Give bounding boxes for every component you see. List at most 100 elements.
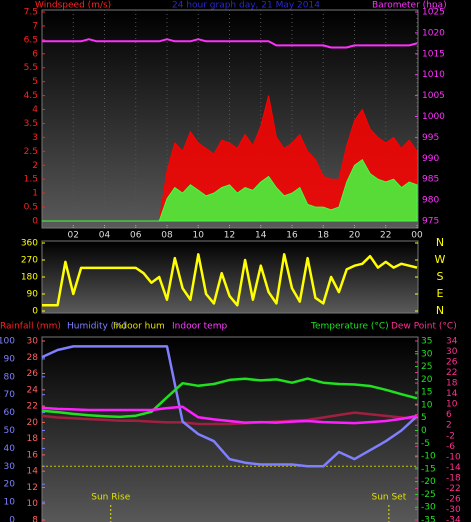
y-tick-label: 60 [4, 408, 16, 418]
x-tick-label: 06 [130, 231, 142, 241]
y4-tick-label: -6 [446, 442, 455, 452]
y2-tick-label: 35 [421, 337, 432, 347]
y3-tick-label: 22 [27, 402, 38, 412]
y4-tick-label: 2 [446, 421, 452, 431]
y3-tick-label: 8 [32, 516, 38, 522]
y-tick-label: 1 [32, 189, 38, 199]
y3-tick-label: 10 [27, 499, 39, 509]
y4-tick-label: 26 [446, 358, 458, 368]
y4-tick-label: -30 [446, 505, 461, 515]
y2-tick-label: 995 [422, 133, 439, 143]
y-tick-label: 20 [4, 480, 16, 490]
y2-tick-label: -10 [421, 452, 436, 462]
y2-tick-label: 25 [421, 362, 432, 372]
y-tick-label: 50 [4, 426, 16, 436]
series-line [41, 377, 418, 419]
series-line [42, 253, 418, 307]
axis-legend: Indoor temp [172, 322, 227, 332]
series-line [41, 405, 418, 425]
y2-tick-label: -15 [421, 464, 436, 474]
y-tick-label: 30 [4, 462, 16, 472]
axis-legend: Rainfall (mm) [0, 322, 61, 332]
y-axis-label: Windspeed (m/s) [35, 1, 111, 11]
y-tick-label: 80 [4, 372, 16, 382]
y3-tick-label: 14 [27, 467, 39, 477]
y-tick-label: 3.5 [24, 119, 38, 129]
y2-tick-label: 985 [422, 175, 439, 185]
annotation-label: Sun Set [371, 493, 406, 503]
y2-tick-label: 1010 [422, 70, 445, 80]
y4-tick-label: -18 [446, 473, 461, 483]
axis-legend: Indoor hum [113, 322, 165, 332]
y2-tick-label: 1020 [422, 28, 445, 38]
y3-tick-label: 26 [27, 369, 39, 379]
y-tick-label: 7 [32, 21, 38, 31]
y2-tick-label: W [435, 253, 446, 266]
y-tick-label: 270 [21, 256, 38, 266]
y2-tick-label: 15 [421, 388, 432, 398]
y4-tick-label: -34 [446, 516, 461, 522]
x-tick-label: 04 [99, 231, 111, 241]
y2-tick-label: 10 [421, 400, 433, 410]
y2-tick-label: -25 [421, 490, 436, 500]
y2-tick-label: 30 [421, 349, 433, 359]
x-tick-label: 02 [68, 231, 79, 241]
series-area [42, 158, 418, 222]
y-tick-label: 2 [32, 161, 38, 171]
axis-legend: Temperature (°C) [310, 322, 389, 332]
y2-tick-label: 5 [421, 413, 427, 423]
y3-tick-label: 12 [27, 483, 38, 493]
y-tick-label: 40 [4, 444, 16, 454]
axis-legend: Dew Point (°C) [391, 322, 457, 332]
y4-tick-label: 14 [446, 389, 458, 399]
y2-tick-label: N [436, 236, 444, 249]
x-tick-label: 22 [380, 231, 391, 241]
y-tick-label: 10 [4, 498, 16, 508]
y2-tick-label: 20 [421, 375, 433, 385]
y4-tick-label: -22 [446, 484, 461, 494]
y2-tick-label: 980 [422, 196, 439, 206]
y3-tick-label: 24 [27, 385, 39, 395]
annotation-label: Sun Rise [91, 493, 130, 503]
y-tick-label: 0.5 [24, 203, 38, 213]
y2-tick-label: N [436, 304, 444, 317]
x-tick-label: 20 [349, 231, 361, 241]
y2-tick-label: 975 [422, 217, 439, 227]
y4-tick-label: -26 [446, 494, 461, 504]
y-tick-label: 90 [4, 354, 16, 364]
y-tick-label: 90 [27, 290, 39, 300]
x-tick-label: 08 [161, 231, 173, 241]
y3-tick-label: 20 [27, 418, 39, 428]
y2-tick-label: 1000 [422, 112, 445, 122]
y2-tick-label: 1005 [422, 91, 445, 101]
y3-tick-label: 16 [27, 450, 39, 460]
y4-tick-label: 30 [446, 347, 458, 357]
y-tick-label: 5 [32, 77, 38, 87]
y-tick-label: 3 [32, 133, 38, 143]
y2-tick-label: -20 [421, 477, 436, 487]
y2-tick-label: 990 [422, 154, 439, 164]
y-tick-label: 6 [32, 49, 38, 59]
axis-legend: Humidity (%) [67, 322, 126, 332]
x-tick-label: 16 [286, 231, 298, 241]
y-tick-label: 0 [32, 307, 38, 317]
y4-tick-label: 10 [446, 400, 458, 410]
y4-tick-label: -2 [446, 431, 455, 441]
y-tick-label: 1.5 [24, 175, 38, 185]
y4-tick-label: -14 [446, 463, 461, 473]
series-line [41, 411, 418, 426]
y2-tick-label: S [437, 270, 444, 283]
y-tick-label: 4 [32, 105, 38, 115]
x-tick-label: 14 [255, 231, 267, 241]
chart-title: 24 hour graph day, 21 May 2014 [172, 1, 320, 11]
y-tick-label: 0 [9, 516, 15, 522]
y3-tick-label: 18 [27, 434, 39, 444]
y4-tick-label: 18 [446, 379, 458, 389]
y-tick-label: 180 [21, 273, 38, 283]
x-tick-label: 18 [318, 231, 330, 241]
y-tick-label: 2.5 [24, 147, 38, 157]
y2-tick-label: -5 [421, 439, 430, 449]
plot-area [41, 240, 419, 314]
y-tick-label: 7.5 [24, 8, 38, 18]
series-line [41, 345, 418, 468]
